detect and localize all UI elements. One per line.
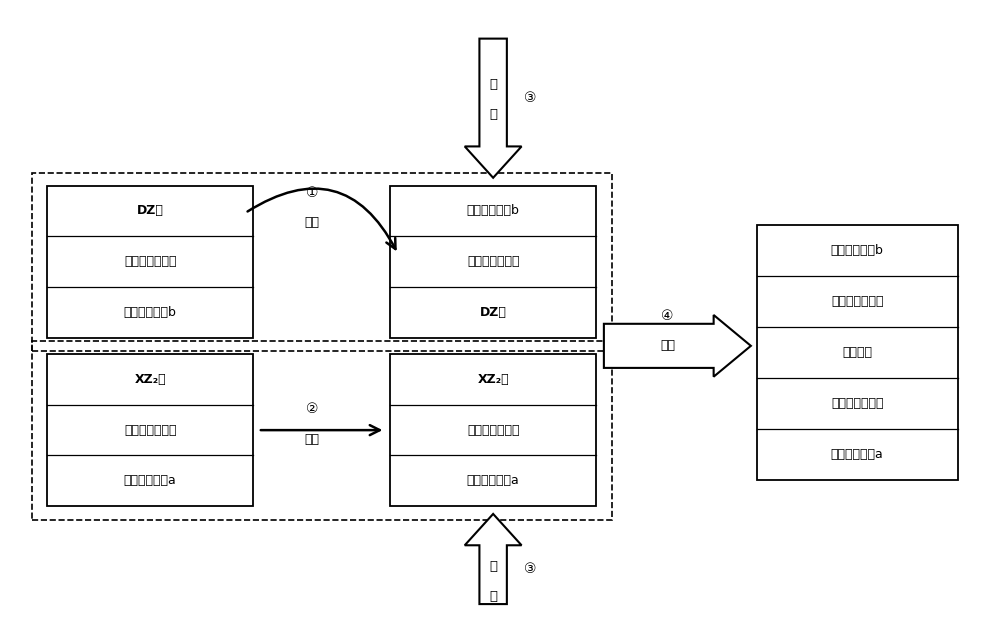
Bar bbox=[32, 173, 612, 351]
Text: 无机电子传输层: 无机电子传输层 bbox=[467, 424, 519, 436]
Polygon shape bbox=[465, 514, 522, 604]
Polygon shape bbox=[465, 38, 522, 178]
Text: 平移: 平移 bbox=[304, 433, 319, 447]
Bar bbox=[32, 342, 612, 520]
Text: 无机电子传输层: 无机电子传输层 bbox=[124, 424, 176, 436]
Bar bbox=[757, 225, 958, 480]
Text: 透明导电基板b: 透明导电基板b bbox=[124, 306, 177, 318]
Bar bbox=[47, 186, 253, 337]
Text: 光捕获层: 光捕获层 bbox=[842, 346, 872, 359]
Text: 无机空穴传输层: 无机空穴传输层 bbox=[124, 255, 176, 268]
Text: ②: ② bbox=[306, 401, 318, 416]
Text: 力: 力 bbox=[489, 107, 497, 121]
Text: 翻转: 翻转 bbox=[304, 216, 319, 229]
Text: ④: ④ bbox=[661, 310, 674, 323]
Text: 透明导电基板a: 透明导电基板a bbox=[467, 474, 520, 487]
Text: 无机空穴传输层: 无机空穴传输层 bbox=[467, 255, 519, 268]
Text: 压: 压 bbox=[489, 78, 497, 91]
Text: 透明导电基板b: 透明导电基板b bbox=[467, 205, 520, 217]
Text: ③: ③ bbox=[524, 562, 537, 576]
Text: DZ层: DZ层 bbox=[137, 205, 164, 217]
Bar bbox=[47, 354, 253, 506]
Polygon shape bbox=[604, 315, 751, 377]
Text: 无机空穴传输层: 无机空穴传输层 bbox=[831, 295, 883, 308]
Text: 压: 压 bbox=[489, 560, 497, 573]
Text: 力: 力 bbox=[489, 590, 497, 603]
Text: 透明导电基板a: 透明导电基板a bbox=[831, 448, 884, 461]
Text: 透明导电基板a: 透明导电基板a bbox=[124, 474, 177, 487]
Text: ③: ③ bbox=[524, 92, 537, 106]
Text: XZ₂层: XZ₂层 bbox=[134, 373, 166, 386]
Text: 无机电子传输层: 无机电子传输层 bbox=[831, 397, 883, 409]
Text: XZ₂层: XZ₂层 bbox=[477, 373, 509, 386]
Bar bbox=[390, 354, 596, 506]
Text: DZ层: DZ层 bbox=[480, 306, 507, 318]
Text: ①: ① bbox=[306, 186, 318, 200]
Bar bbox=[390, 186, 596, 337]
Text: 透明导电基板b: 透明导电基板b bbox=[831, 244, 884, 257]
Text: 退火: 退火 bbox=[660, 339, 675, 352]
